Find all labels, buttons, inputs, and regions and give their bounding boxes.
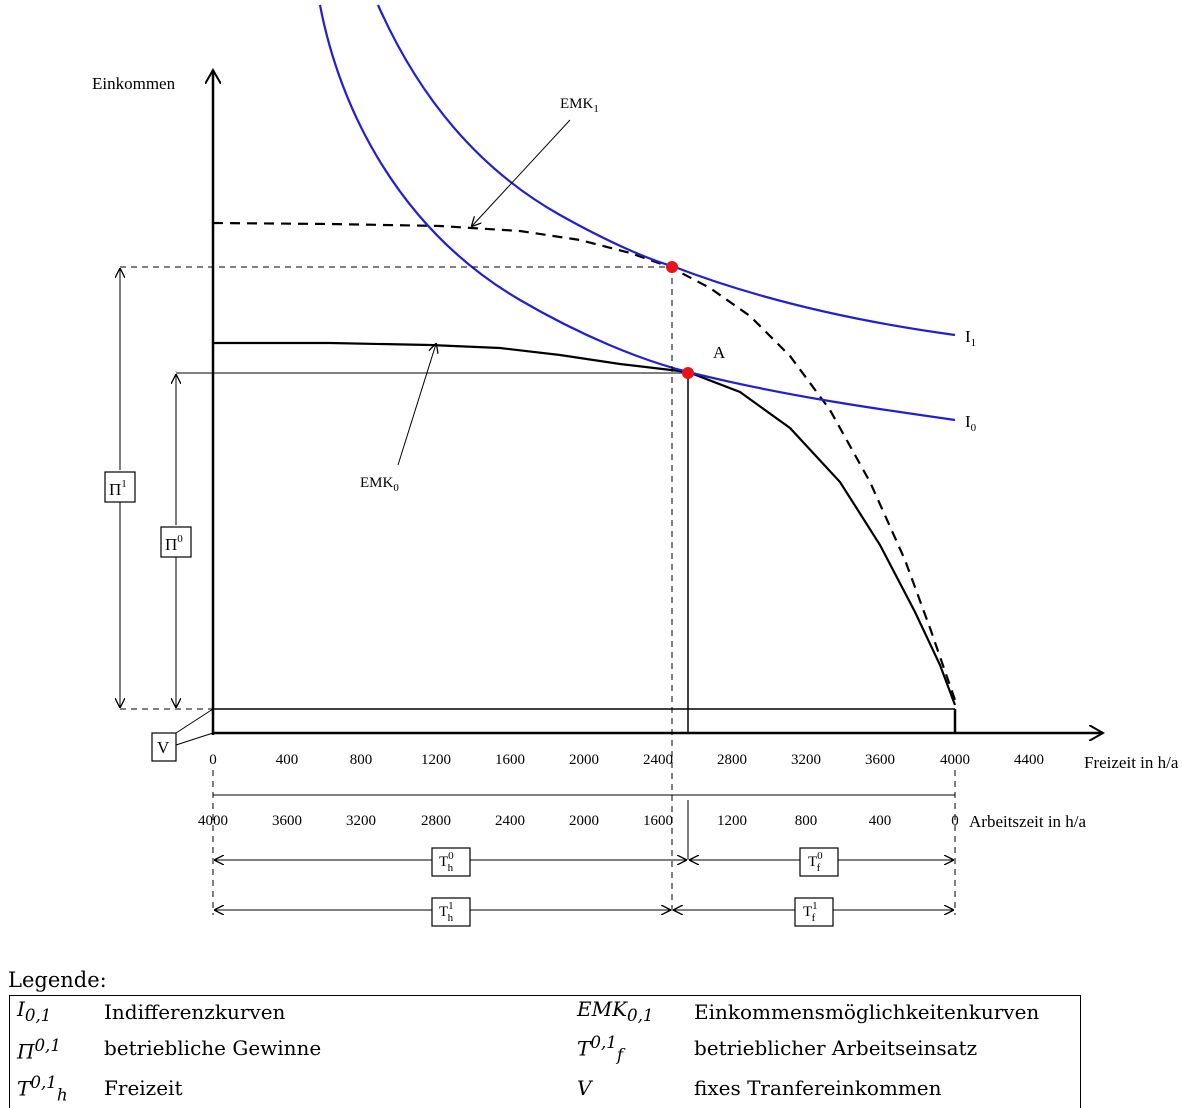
svg-text:1600: 1600 <box>495 752 525 768</box>
i1-label: I1 <box>965 327 976 349</box>
svg-text:800: 800 <box>350 752 373 768</box>
svg-text:2400: 2400 <box>643 752 673 768</box>
svg-text:3200: 3200 <box>346 813 376 829</box>
legend-table: I0,1 Indifferenzkurven EMK0,1 Einkommens… <box>9 995 1081 1108</box>
indifference-curve-i0 <box>318 4 956 422</box>
legend-row: T0,1h Freizeit V fixes Tranfereinkommen <box>10 1069 1081 1108</box>
svg-text:400: 400 <box>869 813 892 829</box>
v-pointer-top <box>175 708 214 734</box>
svg-text:2000: 2000 <box>569 752 599 768</box>
income-leisure-diagram: Einkommen Freizeit in h/a V I1 I0 EMK1 E… <box>92 4 1179 927</box>
legend-title: Legende: <box>8 968 107 992</box>
svg-text:4000: 4000 <box>198 813 228 829</box>
optimum-point-1 <box>666 261 678 273</box>
pi1-box <box>104 471 136 503</box>
legend-symbol: T0,1h <box>17 1072 68 1105</box>
tf0-box <box>799 847 839 877</box>
th0-box <box>431 847 471 877</box>
legend-description: betriebliche Gewinne <box>104 1036 322 1061</box>
svg-text:2800: 2800 <box>421 813 451 829</box>
arbeitszeit-ticks: 4000 3600 3200 2800 2400 2000 1600 1200 … <box>198 813 959 829</box>
svg-text:4000: 4000 <box>940 752 970 768</box>
svg-text:0: 0 <box>209 752 217 768</box>
th1-box-label: T1 h <box>439 900 454 924</box>
emk0-curve <box>213 341 957 706</box>
svg-text:800: 800 <box>795 813 818 829</box>
th0-box-label: T0 h <box>439 850 454 874</box>
svg-text:400: 400 <box>276 752 299 768</box>
th1-box <box>431 897 471 927</box>
legend-row: Π0,1 betriebliche Gewinne T0,1f betriebl… <box>10 1029 1081 1069</box>
emk1-curve <box>212 221 957 701</box>
arbeitszeit-label: Arbeitszeit in h/a <box>969 812 1087 831</box>
pi0-box-label: Π0 <box>165 533 183 554</box>
svg-text:0: 0 <box>951 813 959 829</box>
svg-text:3600: 3600 <box>272 813 302 829</box>
legend-description: betrieblicher Arbeitseinsatz <box>694 1036 978 1061</box>
legend-description: Freizeit <box>104 1075 183 1100</box>
emk1-pointer <box>472 119 571 226</box>
legend-symbol: I0,1 <box>17 997 52 1025</box>
pi1-box-label: Π1 <box>109 478 127 499</box>
svg-text:1600: 1600 <box>643 813 673 829</box>
x-axis-label: Freizeit in h/a <box>1084 753 1179 772</box>
i0-label: I0 <box>965 412 977 434</box>
point-a-label: A <box>713 343 726 362</box>
svg-text:1200: 1200 <box>421 752 451 768</box>
svg-text:4400: 4400 <box>1014 752 1044 768</box>
svg-text:2000: 2000 <box>569 813 599 829</box>
svg-text:1200: 1200 <box>717 813 747 829</box>
legend-description: Indifferenzkurven <box>104 1000 286 1024</box>
v-box <box>151 732 177 762</box>
svg-text:3600: 3600 <box>865 752 895 768</box>
emk0-label: EMK0 <box>360 475 399 494</box>
indifference-curve-i1 <box>376 4 956 337</box>
emk1-label: EMK1 <box>560 96 599 115</box>
tf1-box-label: T1 f <box>803 900 818 924</box>
freizeit-ticks: 0 400 800 1200 1600 2000 2400 2800 3200 … <box>209 752 1044 768</box>
v-pointer-bottom <box>175 732 214 746</box>
svg-text:2400: 2400 <box>495 813 525 829</box>
legend-row: I0,1 Indifferenzkurven EMK0,1 Einkommens… <box>10 996 1081 1030</box>
legend-description: fixes Tranfereinkommen <box>694 1075 942 1100</box>
legend-description: Einkommensmöglichkeitenkurven <box>694 1000 1040 1024</box>
svg-text:3200: 3200 <box>791 752 821 768</box>
tf0-box-label: T0 f <box>808 850 823 874</box>
y-axis-label: Einkommen <box>92 74 176 93</box>
v-box-label: V <box>157 738 170 757</box>
legend-symbol: T0,1f <box>577 1033 624 1065</box>
legend-symbol: Π0,1 <box>17 1036 61 1064</box>
optimum-point-a <box>682 367 694 379</box>
legend-symbol: V <box>577 1075 592 1100</box>
emk0-pointer <box>397 344 436 466</box>
legend-symbol: EMK0,1 <box>577 997 654 1025</box>
svg-text:2800: 2800 <box>717 752 747 768</box>
pi0-box <box>160 526 192 558</box>
tf1-box <box>794 897 834 927</box>
